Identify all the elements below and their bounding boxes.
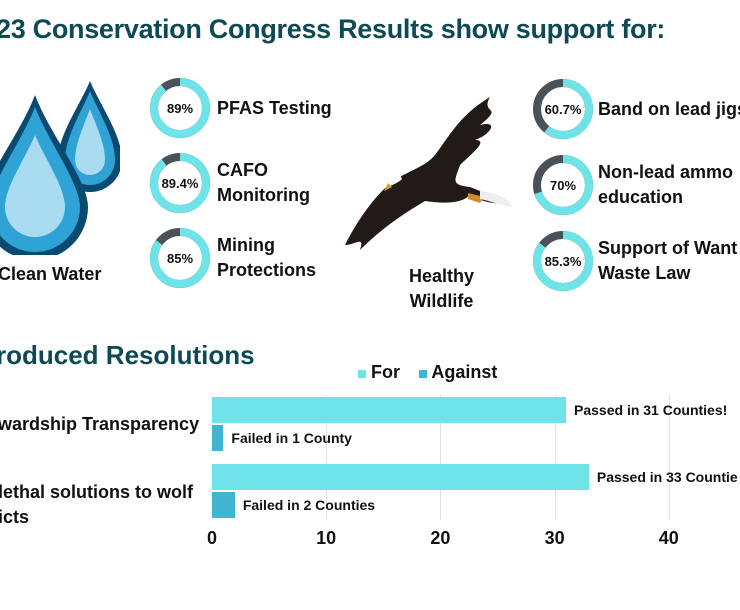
donut-percent: 89% — [167, 101, 193, 116]
bar-data-label: Passed in 33 Countie — [596, 469, 738, 485]
bar-against — [212, 492, 235, 518]
support-donut: 70% — [533, 155, 593, 215]
donut-fill — [533, 79, 593, 139]
gridline — [326, 395, 328, 520]
donut-percent: 60.7% — [545, 102, 582, 117]
legend-swatch-for — [358, 370, 366, 378]
donut-percent: 89.4% — [162, 176, 199, 191]
donut-fill — [533, 231, 593, 291]
bar-data-label: Failed in 2 Counties — [242, 497, 376, 513]
x-tick-label: 10 — [316, 528, 337, 548]
support-item-label: Non-lead ammo education — [598, 162, 734, 207]
clean-water-label: Clean Water — [0, 264, 102, 284]
support-donut: 85.3% — [533, 231, 593, 291]
x-tick-label: 40 — [658, 528, 679, 548]
page-title: 23 Conservation Congress Results show su… — [0, 14, 666, 44]
eagle-icon — [345, 97, 512, 250]
legend-for: For — [371, 362, 401, 382]
support-donut: 89.4% — [150, 153, 210, 213]
x-tick-label: 20 — [430, 528, 451, 548]
bar-for — [212, 397, 567, 423]
donut-percent: 85% — [167, 251, 193, 266]
category-label: lethal solutions to wolf icts — [0, 482, 193, 527]
support-item-label: CAFO Monitoring — [217, 160, 310, 205]
bar-data-label: Passed in 31 Counties! — [574, 402, 728, 418]
bar-data-label: Failed in 1 County — [231, 430, 352, 446]
donut-percent: 85.3% — [545, 254, 582, 269]
healthy-wildlife-label: Healthy Wildlife — [409, 266, 475, 311]
support-item-label: Band on lead jigs — [598, 98, 740, 119]
legend-swatch-against — [419, 370, 428, 378]
support-donut: 89% — [150, 78, 210, 138]
water-drops-icon — [0, 81, 120, 255]
donut-fill — [150, 153, 210, 213]
category-label: wardship Transparency — [0, 414, 200, 434]
bar-for — [212, 464, 589, 490]
resolutions-heading: roduced Resolutions — [0, 340, 255, 370]
x-tick-label: 0 — [206, 528, 217, 548]
donut-percent: 70% — [550, 178, 576, 193]
bar-against — [212, 425, 224, 451]
x-tick-label: 30 — [544, 528, 565, 548]
gridline — [554, 395, 556, 520]
support-donut: 60.7% — [533, 79, 593, 139]
donut-fill — [533, 155, 593, 215]
legend-against: Against — [431, 362, 498, 382]
support-donut: 85% — [150, 228, 210, 288]
donut-fill — [150, 78, 210, 138]
donut-fill — [150, 228, 210, 288]
support-item-label: Support of Want Waste Law — [598, 238, 738, 283]
gridline — [668, 395, 670, 520]
support-item-label: PFAS Testing — [217, 97, 332, 118]
chart-legend: For Against — [358, 362, 497, 383]
gridline — [440, 395, 442, 520]
support-item-label: Mining Protections — [217, 235, 317, 280]
